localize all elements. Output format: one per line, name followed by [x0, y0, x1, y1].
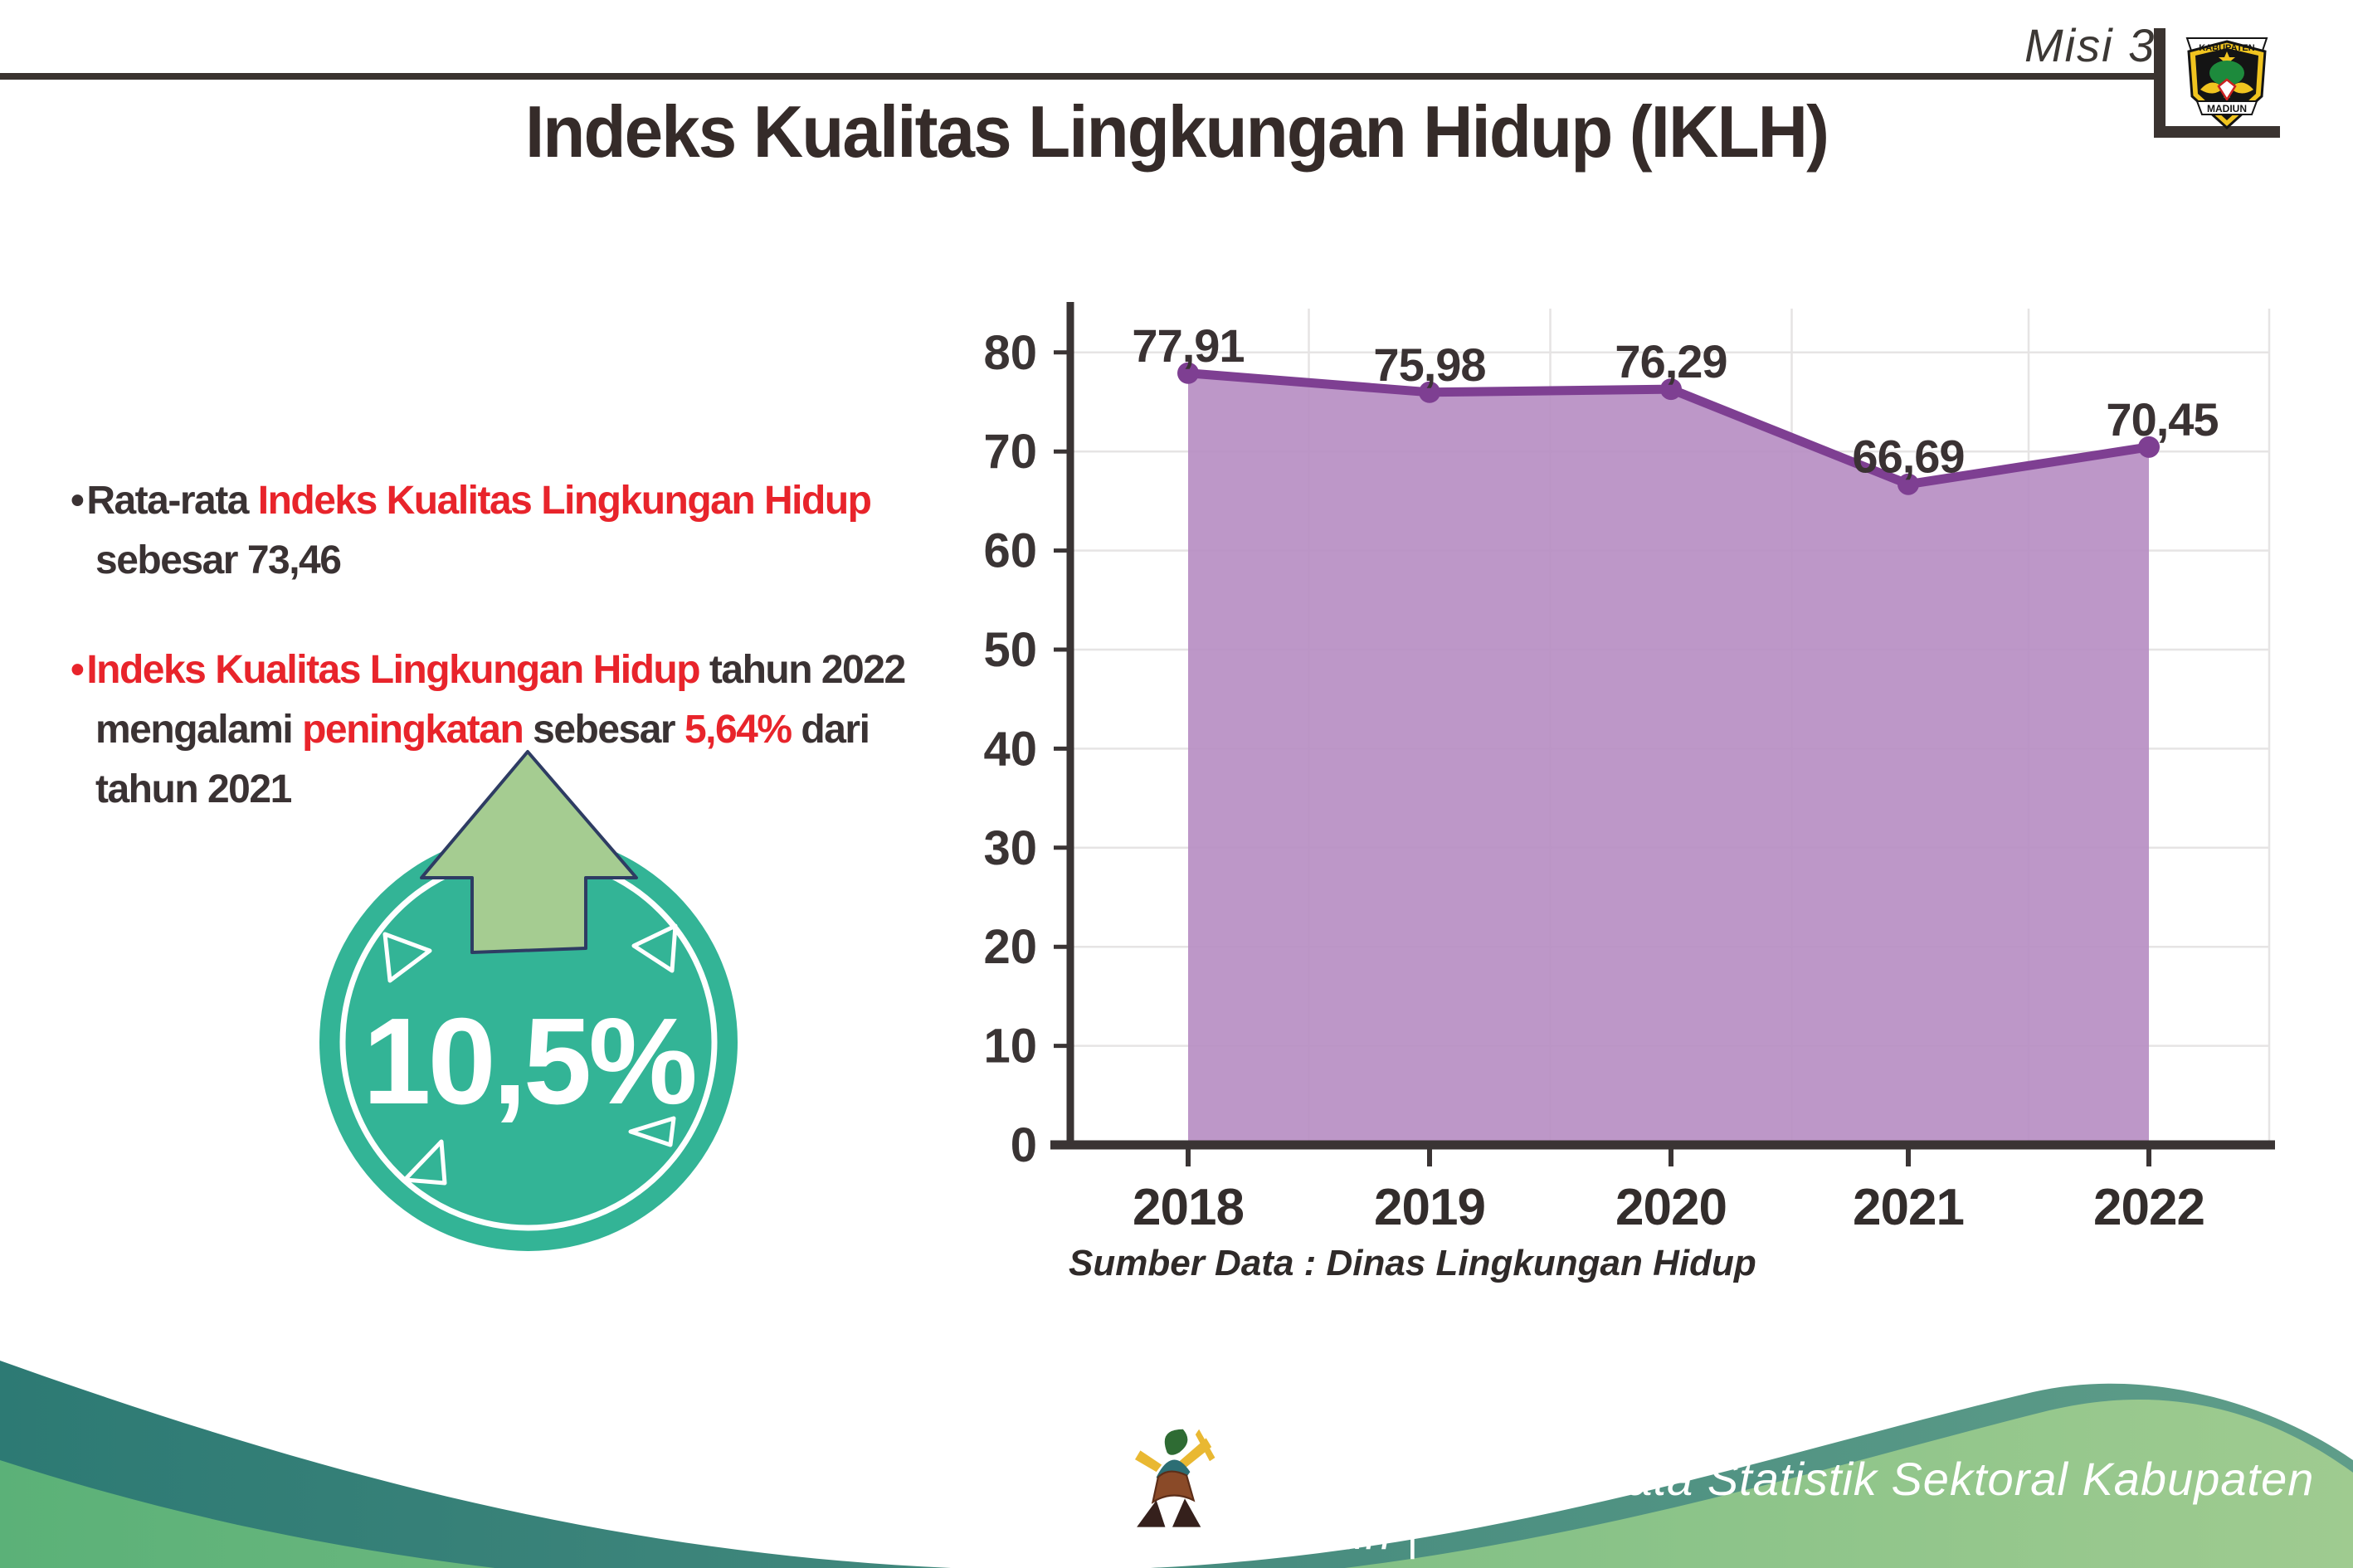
y-tick-label: 10 — [983, 1020, 1037, 1074]
data-point-label: 76,29 — [1615, 335, 1727, 387]
data-point-label: 66,69 — [1852, 431, 1964, 483]
bullet-text-run: Rata-rata — [86, 479, 258, 523]
data-point-marker — [1419, 381, 1440, 403]
logo-wing-left — [2200, 82, 2224, 94]
logo-center-emblem — [2217, 78, 2237, 102]
logo-ribbon-bottom — [2195, 100, 2258, 115]
footer-wave-decoration — [0, 1361, 2353, 1568]
y-tick-label: 0 — [1011, 1118, 1037, 1172]
key-findings-text: •Rata-rata Indeks Kualitas Lingkungan Hi… — [71, 471, 1074, 820]
bullet-text-run: 5,64% — [684, 708, 792, 752]
mascot-icon — [1120, 1429, 1215, 1538]
data-point-marker — [1177, 362, 1199, 384]
iklh-area-chart: 0 10 20 30 40 50 60 70 80 2018 2019 2020 2021 2022 77,… — [983, 302, 2275, 1236]
logo-text-bottom: MADIUN — [2207, 103, 2247, 114]
x-tick-label: 2018 — [1133, 1179, 1244, 1236]
footer-credit: Media Infografis Data Statistik Sektoral… — [1235, 1453, 2315, 1559]
badge-value: 10,5% — [363, 993, 694, 1130]
sparkle-triangle-icon — [402, 1139, 447, 1186]
bullet-text-run: sebesar 73,46 — [95, 538, 342, 582]
logo-bracket-horizontal — [2154, 126, 2280, 138]
y-tick-label: 40 — [983, 722, 1037, 776]
arrow-up-icon — [420, 750, 638, 954]
sparkle-triangle-icon — [631, 923, 678, 973]
bullet-marker: • — [71, 479, 85, 523]
y-tick-label: 20 — [983, 920, 1037, 974]
kabupaten-madiun-logo: KABUPATEN MADIUN — [2185, 37, 2268, 130]
bullet-text-run: tahun 2021 — [95, 767, 292, 811]
bullet-text-run: Indeks Kualitas Lingkungan Hidup — [257, 479, 872, 523]
area-fill — [1188, 373, 2149, 1145]
growth-badge: 10,5% — [319, 750, 738, 1251]
logo-tree-icon — [2209, 61, 2244, 85]
bullet-text-run: peningkatan — [302, 708, 524, 752]
x-tick-label: 2020 — [1615, 1179, 1727, 1236]
y-tick-label: 60 — [983, 524, 1037, 578]
bullet-text-run: mengalami — [95, 708, 303, 752]
bullet-text-run: dari — [791, 708, 870, 752]
data-point-label: 75,98 — [1373, 338, 1485, 391]
mission-label: Misi 3 — [2024, 19, 2156, 71]
x-tick-label: 2019 — [1374, 1179, 1485, 1236]
bullet-item: •Rata-rata Indeks Kualitas Lingkungan Hi… — [71, 471, 1074, 591]
data-point-label: 77,91 — [1132, 319, 1244, 372]
footer-wave-green — [0, 1400, 2353, 1568]
bullet-item: •Indeks Kualitas Lingkungan Hidup tahun … — [71, 640, 1074, 820]
header-divider — [0, 73, 2157, 80]
bullet-text-run: tahun 2022 — [699, 648, 906, 692]
y-tick-label: 50 — [983, 623, 1037, 677]
logo-star-icon — [2219, 51, 2235, 67]
y-tick-label: 30 — [983, 821, 1037, 875]
x-tick-label: 2022 — [2093, 1179, 2204, 1236]
logo-wing-right — [2230, 82, 2253, 94]
x-tick-label: 2021 — [1853, 1179, 1964, 1236]
sparkle-triangle-icon — [382, 932, 432, 983]
logo-bracket-vertical — [2154, 28, 2165, 138]
y-tick-label: 70 — [983, 425, 1037, 479]
source-note: Sumber Data : Dinas Lingkungan Hidup — [1069, 1243, 1756, 1283]
data-point-marker — [1660, 378, 1682, 401]
y-tick-label: 80 — [983, 326, 1037, 380]
badge-circle — [319, 833, 738, 1251]
data-point-label: 70,45 — [2106, 393, 2218, 446]
data-point-marker — [1898, 473, 1919, 495]
bullet-text-run: Indeks Kualitas Lingkungan Hidup — [86, 648, 700, 692]
bullet-text-run: sebesar — [523, 708, 684, 752]
logo-text-top: KABUPATEN — [2199, 43, 2254, 53]
sparkle-triangle-icon — [628, 1116, 676, 1147]
page-title: Indeks Kualitas Lingkungan Hidup (IKLH) — [524, 90, 1829, 173]
bullet-marker: • — [71, 648, 85, 692]
data-point-marker — [2138, 436, 2160, 458]
